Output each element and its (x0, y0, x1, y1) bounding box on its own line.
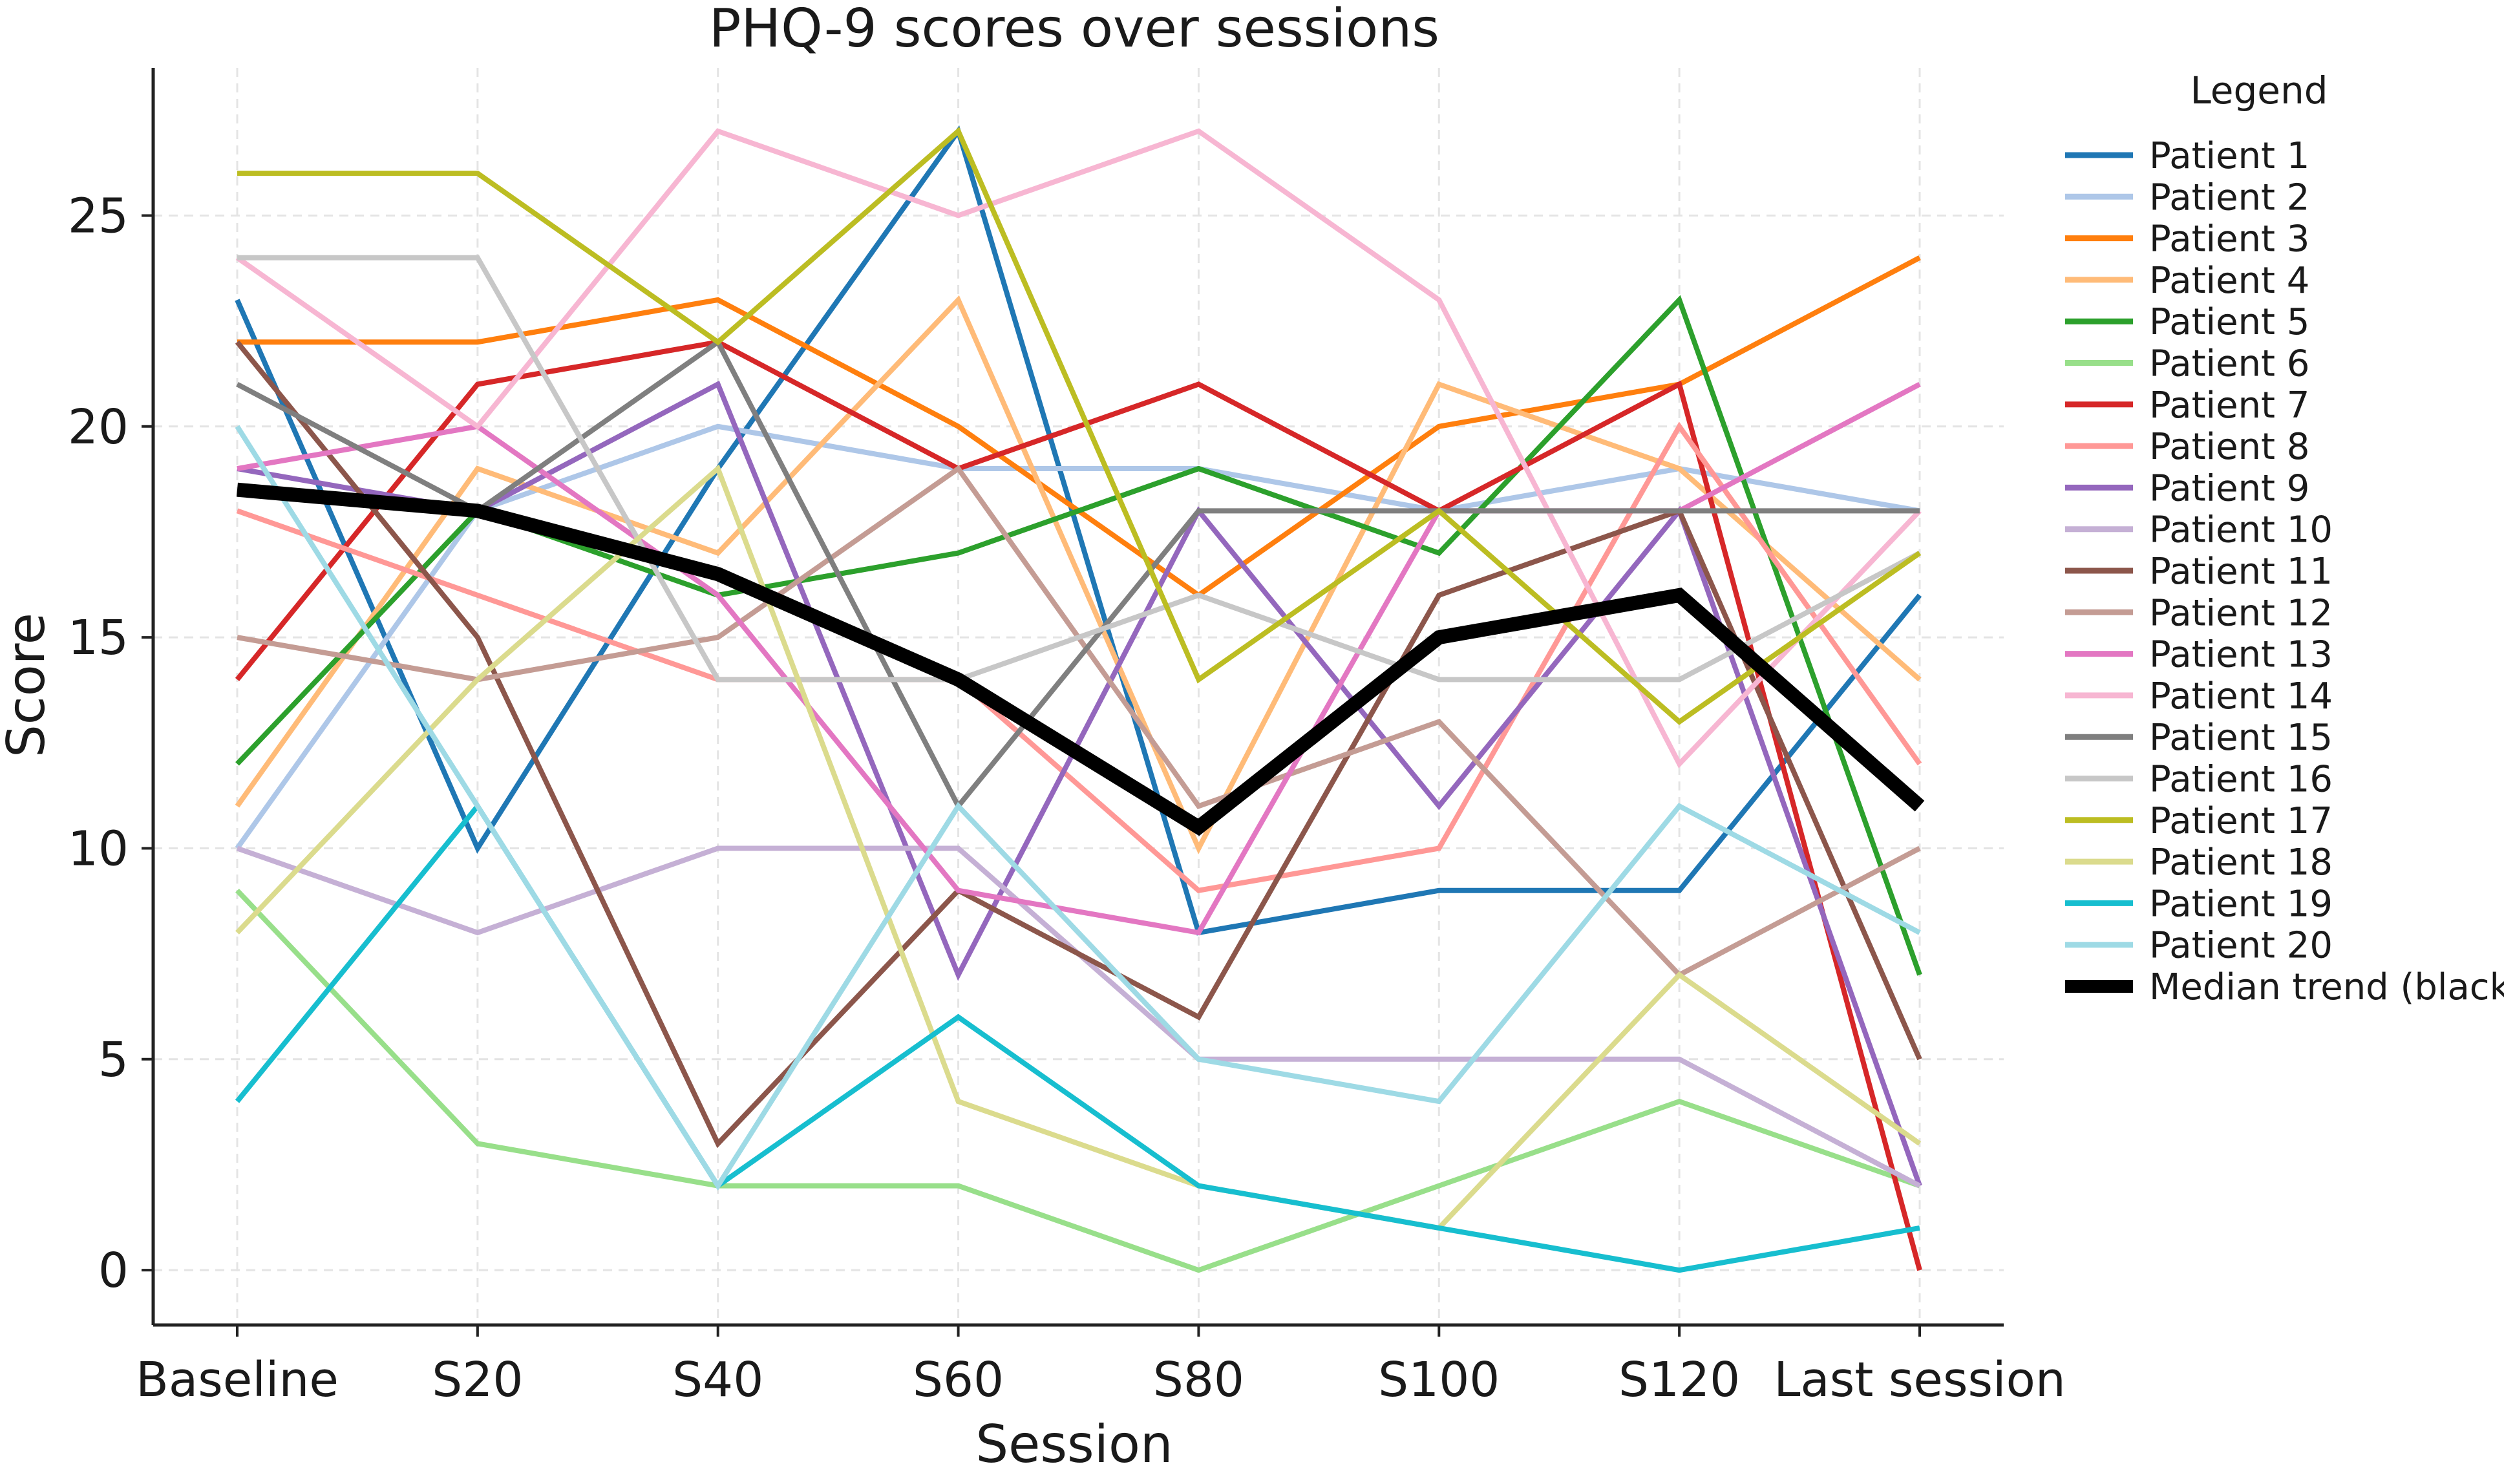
y-tick-label: 0 (98, 1243, 129, 1298)
series-line-median (237, 482, 1925, 836)
y-axis-label: Score (0, 613, 56, 758)
legend-label: Patient 20 (2149, 925, 2333, 967)
gridlines (153, 68, 2004, 1325)
legend-label: Patient 4 (2149, 260, 2309, 302)
legend-label: Patient 16 (2149, 759, 2333, 801)
y-tick-label: 15 (68, 610, 129, 666)
x-tick-label: S80 (1153, 1352, 1244, 1408)
series-lines (235, 125, 1925, 1273)
series-line-patient-2 (235, 423, 1920, 850)
legend-label: Patient 3 (2149, 218, 2309, 260)
axes (151, 68, 2004, 1327)
x-tick-label: S40 (672, 1352, 763, 1408)
x-tick-label: S100 (1378, 1352, 1500, 1408)
series-line-patient-9 (237, 380, 1922, 1187)
series-line-patient-15 (236, 338, 1920, 811)
legend-label: Patient 5 (2149, 301, 2309, 343)
y-tick-label: 5 (98, 1032, 129, 1088)
series-line-patient-17 (237, 127, 1922, 725)
legend-label: Patient 17 (2149, 800, 2333, 842)
x-tick-label: Baseline (136, 1352, 339, 1408)
legend-label: Patient 10 (2149, 509, 2333, 551)
legend-label: Patient 8 (2149, 426, 2309, 468)
series-line-patient-18 (235, 464, 1922, 1231)
legend-label: Patient 13 (2149, 634, 2333, 676)
tick-labels: 0 5 10 15 20 25 Baseline S20 S40 S60 S80 S100 S120 La… (68, 188, 2066, 1408)
series-line-patient-1 (235, 125, 1922, 936)
legend-label: Patient 18 (2149, 842, 2333, 884)
series-line-patient-16 (237, 255, 1921, 683)
legend-label: Median trend (black) (2149, 966, 2504, 1008)
chart-title: PHQ-9 scores over sessions (709, 0, 1439, 59)
x-tick-label: S20 (432, 1352, 523, 1408)
x-tick-label: Last session (1774, 1352, 2066, 1408)
legend-label: Patient 9 (2149, 467, 2309, 509)
legend-label: Patient 11 (2149, 551, 2333, 593)
x-tick-label: S120 (1618, 1352, 1740, 1408)
legend-label: Patient 7 (2149, 385, 2309, 427)
legend-label: Patient 15 (2149, 717, 2333, 759)
series-line-patient-11 (235, 340, 1922, 1149)
legend-label: Patient 12 (2149, 592, 2333, 634)
x-tick-label: S60 (913, 1352, 1004, 1408)
legend-label: Patient 19 (2149, 883, 2333, 925)
series-line-patient-8 (236, 421, 1922, 894)
legend-label: Patient 1 (2149, 135, 2309, 177)
y-tick-label: 20 (68, 399, 129, 455)
legend-title: Legend (2190, 69, 2328, 112)
legend-label: Patient 2 (2149, 176, 2309, 218)
legend-label: Patient 6 (2149, 343, 2309, 385)
legend-label: Patient 14 (2149, 675, 2333, 717)
x-axis-label: Session (975, 1414, 1172, 1474)
series-line-patient-20 (235, 425, 1921, 1191)
series-line-patient-6 (235, 888, 1921, 1273)
y-tick-label: 10 (68, 821, 129, 876)
y-tick-label: 25 (68, 188, 129, 244)
